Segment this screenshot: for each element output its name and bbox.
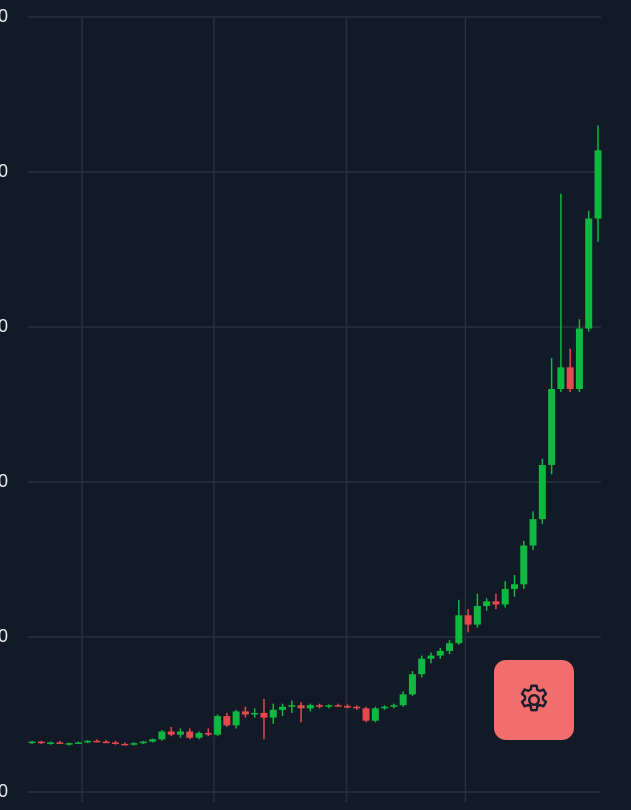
candle-body xyxy=(492,601,500,605)
candle-body xyxy=(186,731,194,738)
candle-body xyxy=(371,708,379,721)
candle-body xyxy=(232,711,240,726)
candle-body xyxy=(316,705,324,707)
candle-body xyxy=(408,674,416,695)
candle-body xyxy=(427,655,435,659)
candle-body xyxy=(362,708,370,721)
candle-body xyxy=(84,740,92,743)
candle-body xyxy=(306,705,314,709)
candle-body xyxy=(575,328,583,389)
settings-button[interactable] xyxy=(494,660,574,740)
candle-body xyxy=(93,740,101,743)
candle-body xyxy=(279,706,287,710)
candle-body xyxy=(297,705,305,709)
candle-body xyxy=(501,588,509,605)
y-tick-label: 20 xyxy=(0,471,8,491)
candle-body xyxy=(260,712,268,718)
candle-body xyxy=(204,733,212,735)
candle-body xyxy=(538,464,546,520)
candle-body xyxy=(473,606,481,625)
candle-body xyxy=(557,367,565,389)
y-tick-label: 30 xyxy=(0,316,8,336)
y-tick-label: 10 xyxy=(0,626,8,646)
candle-body xyxy=(594,150,602,219)
candle-body xyxy=(74,742,82,744)
candle-body xyxy=(195,733,203,738)
candle-body xyxy=(446,643,454,651)
candle-body xyxy=(418,658,426,675)
candle-body xyxy=(334,705,342,707)
candle-body xyxy=(47,742,55,744)
candle-body xyxy=(399,694,407,706)
candle-body xyxy=(353,706,361,709)
candle-body xyxy=(381,706,389,709)
candle-body xyxy=(343,705,351,708)
candle-body xyxy=(464,615,472,625)
candle-body xyxy=(390,705,398,707)
candle-body xyxy=(158,731,166,740)
candle-body xyxy=(520,545,528,585)
candle-body xyxy=(149,739,157,742)
candle-body xyxy=(251,712,259,715)
candle-body xyxy=(56,742,64,744)
candle-body xyxy=(325,705,333,707)
candle-body xyxy=(102,741,110,744)
candle-body xyxy=(241,711,249,715)
candle-body xyxy=(139,741,147,744)
candle-body xyxy=(529,519,537,546)
candle-body xyxy=(548,389,556,465)
candle-body xyxy=(269,709,277,718)
candle-body xyxy=(510,584,518,589)
y-tick-label: 40 xyxy=(0,161,8,181)
candle-body xyxy=(130,743,138,745)
candle-body xyxy=(566,367,574,389)
candle-body xyxy=(483,601,491,606)
candle-body xyxy=(223,716,231,726)
candle-body xyxy=(112,742,120,744)
gear-icon xyxy=(520,684,548,712)
candle-body xyxy=(455,615,463,644)
candle-body xyxy=(436,650,444,656)
candle-body xyxy=(214,716,222,735)
candle-body xyxy=(288,705,296,707)
candle-body xyxy=(37,741,45,744)
candle-body xyxy=(28,741,36,744)
candle-body xyxy=(176,731,184,735)
y-tick-label: 0 xyxy=(0,781,8,801)
candle-body xyxy=(585,218,593,329)
candle-body xyxy=(121,743,129,746)
candle-body xyxy=(65,743,73,745)
candle-body xyxy=(167,731,175,735)
y-tick-label: 50 xyxy=(0,6,8,26)
